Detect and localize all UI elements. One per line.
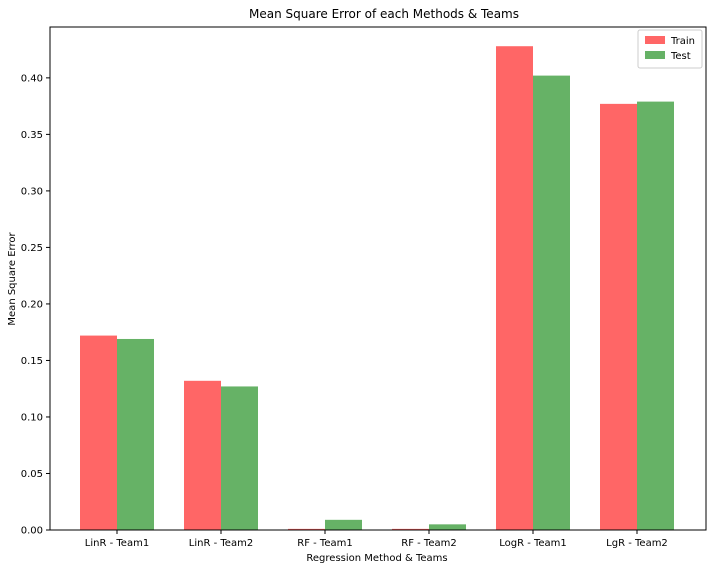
y-tick-label: 0.35 — [21, 130, 43, 141]
plot-marks — [80, 46, 674, 531]
y-tick-label: 0.00 — [21, 526, 43, 537]
x-tick-label: LogR - Team1 — [499, 538, 567, 549]
x-tick-label: LinR - Team1 — [85, 538, 149, 549]
bar — [288, 528, 325, 530]
x-tick-label: RF - Team1 — [297, 538, 352, 549]
x-axis-label: Regression Method & Teams — [306, 553, 447, 564]
bar — [392, 528, 429, 530]
bar — [325, 519, 362, 530]
y-tick-label: 0.05 — [21, 469, 43, 480]
y-axis-label: Mean Square Error — [7, 232, 18, 326]
y-tick-label: 0.15 — [21, 356, 43, 367]
bar — [80, 335, 117, 530]
x-axis: LinR - Team1 LinR - Team2 RF - Team1 RF - T… — [85, 530, 668, 549]
y-axis: 0.00 0.05 0.10 0.15 0.20 0.25 0.30 0.35 0.40 — [21, 73, 50, 537]
x-tick-label: RF - Team2 — [401, 538, 456, 549]
bar — [533, 75, 570, 530]
bar — [184, 380, 221, 530]
legend: Train Test — [637, 29, 703, 69]
bar — [600, 103, 637, 531]
chart-title: Mean Square Error of each Methods & Team… — [249, 7, 519, 21]
x-tick-label: LgR - Team2 — [606, 538, 668, 549]
legend-swatch — [645, 36, 665, 44]
bar — [117, 338, 154, 530]
x-tick-label: LinR - Team2 — [189, 538, 253, 549]
y-tick-label: 0.20 — [21, 299, 43, 310]
y-tick-label: 0.30 — [21, 186, 43, 197]
bar — [496, 46, 533, 530]
bar — [429, 524, 466, 530]
legend-label: Test — [670, 51, 691, 62]
legend-swatch — [645, 51, 665, 59]
bar — [637, 101, 674, 531]
bar — [221, 386, 258, 530]
legend-label: Train — [670, 36, 695, 47]
axes-frame — [49, 26, 707, 531]
y-tick-label: 0.40 — [21, 73, 43, 84]
y-tick-label: 0.10 — [21, 412, 43, 423]
y-tick-label: 0.25 — [21, 243, 43, 254]
